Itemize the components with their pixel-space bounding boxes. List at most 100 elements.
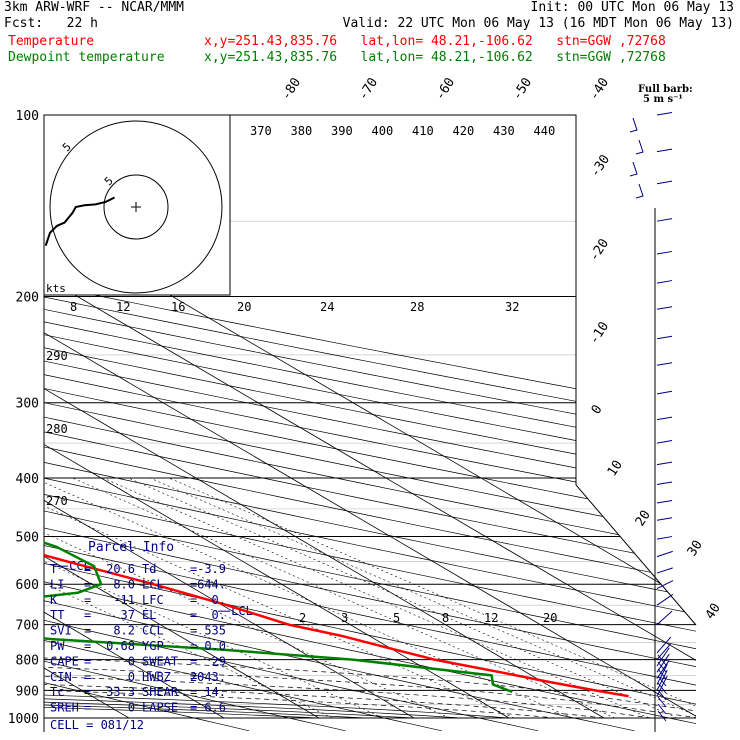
mixing-ratio-line [150, 477, 696, 719]
parcel-value: -11 [113, 593, 135, 607]
dry-adiabat [44, 115, 250, 732]
theta-label: 280 [46, 422, 68, 436]
parcel-equals: = [190, 593, 197, 607]
theta-label: 270 [46, 494, 68, 508]
parcel-key: PW [50, 639, 65, 653]
isotherm-label: -20 [587, 236, 612, 264]
isotherm-label: -70 [356, 75, 381, 103]
mixing-ratio-label: 5 [393, 611, 400, 625]
wind-barb [656, 148, 673, 153]
isotherm-line [44, 115, 225, 719]
theta-label: 290 [46, 349, 68, 363]
mixing-ratio-label: 12 [484, 611, 498, 625]
dry-adiabat [44, 115, 696, 732]
isotherm-line [44, 115, 510, 719]
parcel-value: 0. [212, 593, 226, 607]
dry-adiabat [44, 115, 696, 732]
parcel-key: CIN [50, 670, 72, 684]
theta-label: 420 [453, 124, 475, 138]
isotherm-label: -10 [587, 319, 612, 347]
wind-barb [656, 610, 673, 625]
pressure-tick-label: 100 [16, 109, 39, 124]
parcel-key: Tc [50, 685, 64, 699]
pressure-tick-label: 400 [16, 472, 39, 487]
parcel-value: -3.9 [197, 562, 226, 576]
theta-label: 380 [291, 124, 313, 138]
init-time: Init: 00 UTC Mon 06 May 13 [531, 1, 735, 15]
wind-barb [629, 117, 638, 133]
parcel-value: 535 [204, 624, 226, 638]
wind-barb [656, 335, 673, 340]
parcel-key: TT [50, 608, 64, 622]
isotherm-label: 10 [605, 458, 626, 479]
wind-barb [656, 416, 673, 421]
parcel-key: SREH [50, 701, 79, 715]
wind-barb [656, 461, 673, 466]
parcel-equals: = [190, 639, 197, 653]
pressure-tick-label: 200 [16, 291, 39, 306]
wind-barb [656, 362, 673, 366]
wind-barb [656, 306, 673, 310]
wind-barb [635, 183, 644, 199]
parcel-info-title: Parcel Info [88, 540, 174, 555]
wind-barb [656, 536, 673, 540]
wind-barb [656, 643, 672, 660]
dry-adiabat [44, 115, 696, 732]
barb-legend-units: 5 m s⁻¹ [643, 93, 683, 107]
dewpoint-location: x,y=251.43,835.76 lat,lon= 48.21,-106.62… [204, 51, 666, 65]
theta-label: 400 [372, 124, 394, 138]
isotherm-line [44, 115, 696, 719]
wind-barb [656, 280, 673, 284]
wind-barb [656, 390, 673, 395]
wind-barb [656, 180, 673, 185]
mixing-ratio-label: 28 [410, 300, 424, 314]
dry-adiabat [44, 115, 696, 732]
parcel-equals: = [190, 624, 197, 638]
parcel-equals: = [84, 593, 91, 607]
hodograph-units-label: kts [46, 282, 66, 295]
parcel-equals: = [84, 562, 91, 576]
parcel-equals: = [84, 654, 91, 668]
parcel-equals: = [190, 654, 197, 668]
pressure-tick-label: 500 [16, 530, 39, 545]
isotherm-label: 40 [703, 601, 724, 622]
isotherm-label: -50 [510, 75, 535, 103]
hodograph-box [43, 114, 231, 296]
moist-adiabat [0, 297, 652, 719]
parcel-equals: = [190, 685, 197, 699]
parcel-value: 2043. [190, 670, 226, 684]
forecast-hour: Fcst: 22 h [4, 17, 98, 31]
parcel-equals: = [84, 685, 91, 699]
parcel-equals: = [190, 608, 197, 622]
wind-barb [656, 111, 673, 116]
isotherm-label: -30 [588, 152, 613, 180]
parcel-equals: = [84, 639, 91, 653]
mixing-ratio-label: 8 [442, 611, 449, 625]
model-title: 3km ARW-WRF -- NCAR/MMM [4, 1, 184, 15]
barb-legend-title: Full barb: [638, 83, 693, 97]
parcel-equals: = [84, 670, 91, 684]
theta-label: 440 [534, 124, 556, 138]
dry-adiabat [44, 115, 696, 732]
pressure-tick-label: 900 [16, 684, 39, 699]
mixing-ratio-label: 2 [299, 611, 306, 625]
isotherm-label: -60 [433, 75, 458, 103]
dry-adiabat [44, 115, 696, 732]
parcel-value: 37 [121, 608, 135, 622]
isotherm-label: 0 [589, 402, 606, 417]
dry-adiabat [44, 115, 346, 732]
theta-label: 370 [250, 124, 272, 138]
parcel-value: 8.0 [113, 577, 135, 591]
theta-label: 390 [331, 124, 353, 138]
wind-barb [656, 517, 673, 521]
dry-adiabat [44, 115, 696, 732]
dry-adiabat [44, 115, 696, 732]
parcel-key: Td [142, 562, 156, 576]
dry-adiabat [44, 115, 696, 732]
wind-barb [656, 499, 673, 504]
wind-barb [656, 669, 668, 691]
wind-barb [656, 550, 673, 558]
parcel-key: LI [50, 577, 64, 591]
wind-barb [635, 139, 644, 155]
mixing-ratio-label: 16 [171, 300, 185, 314]
